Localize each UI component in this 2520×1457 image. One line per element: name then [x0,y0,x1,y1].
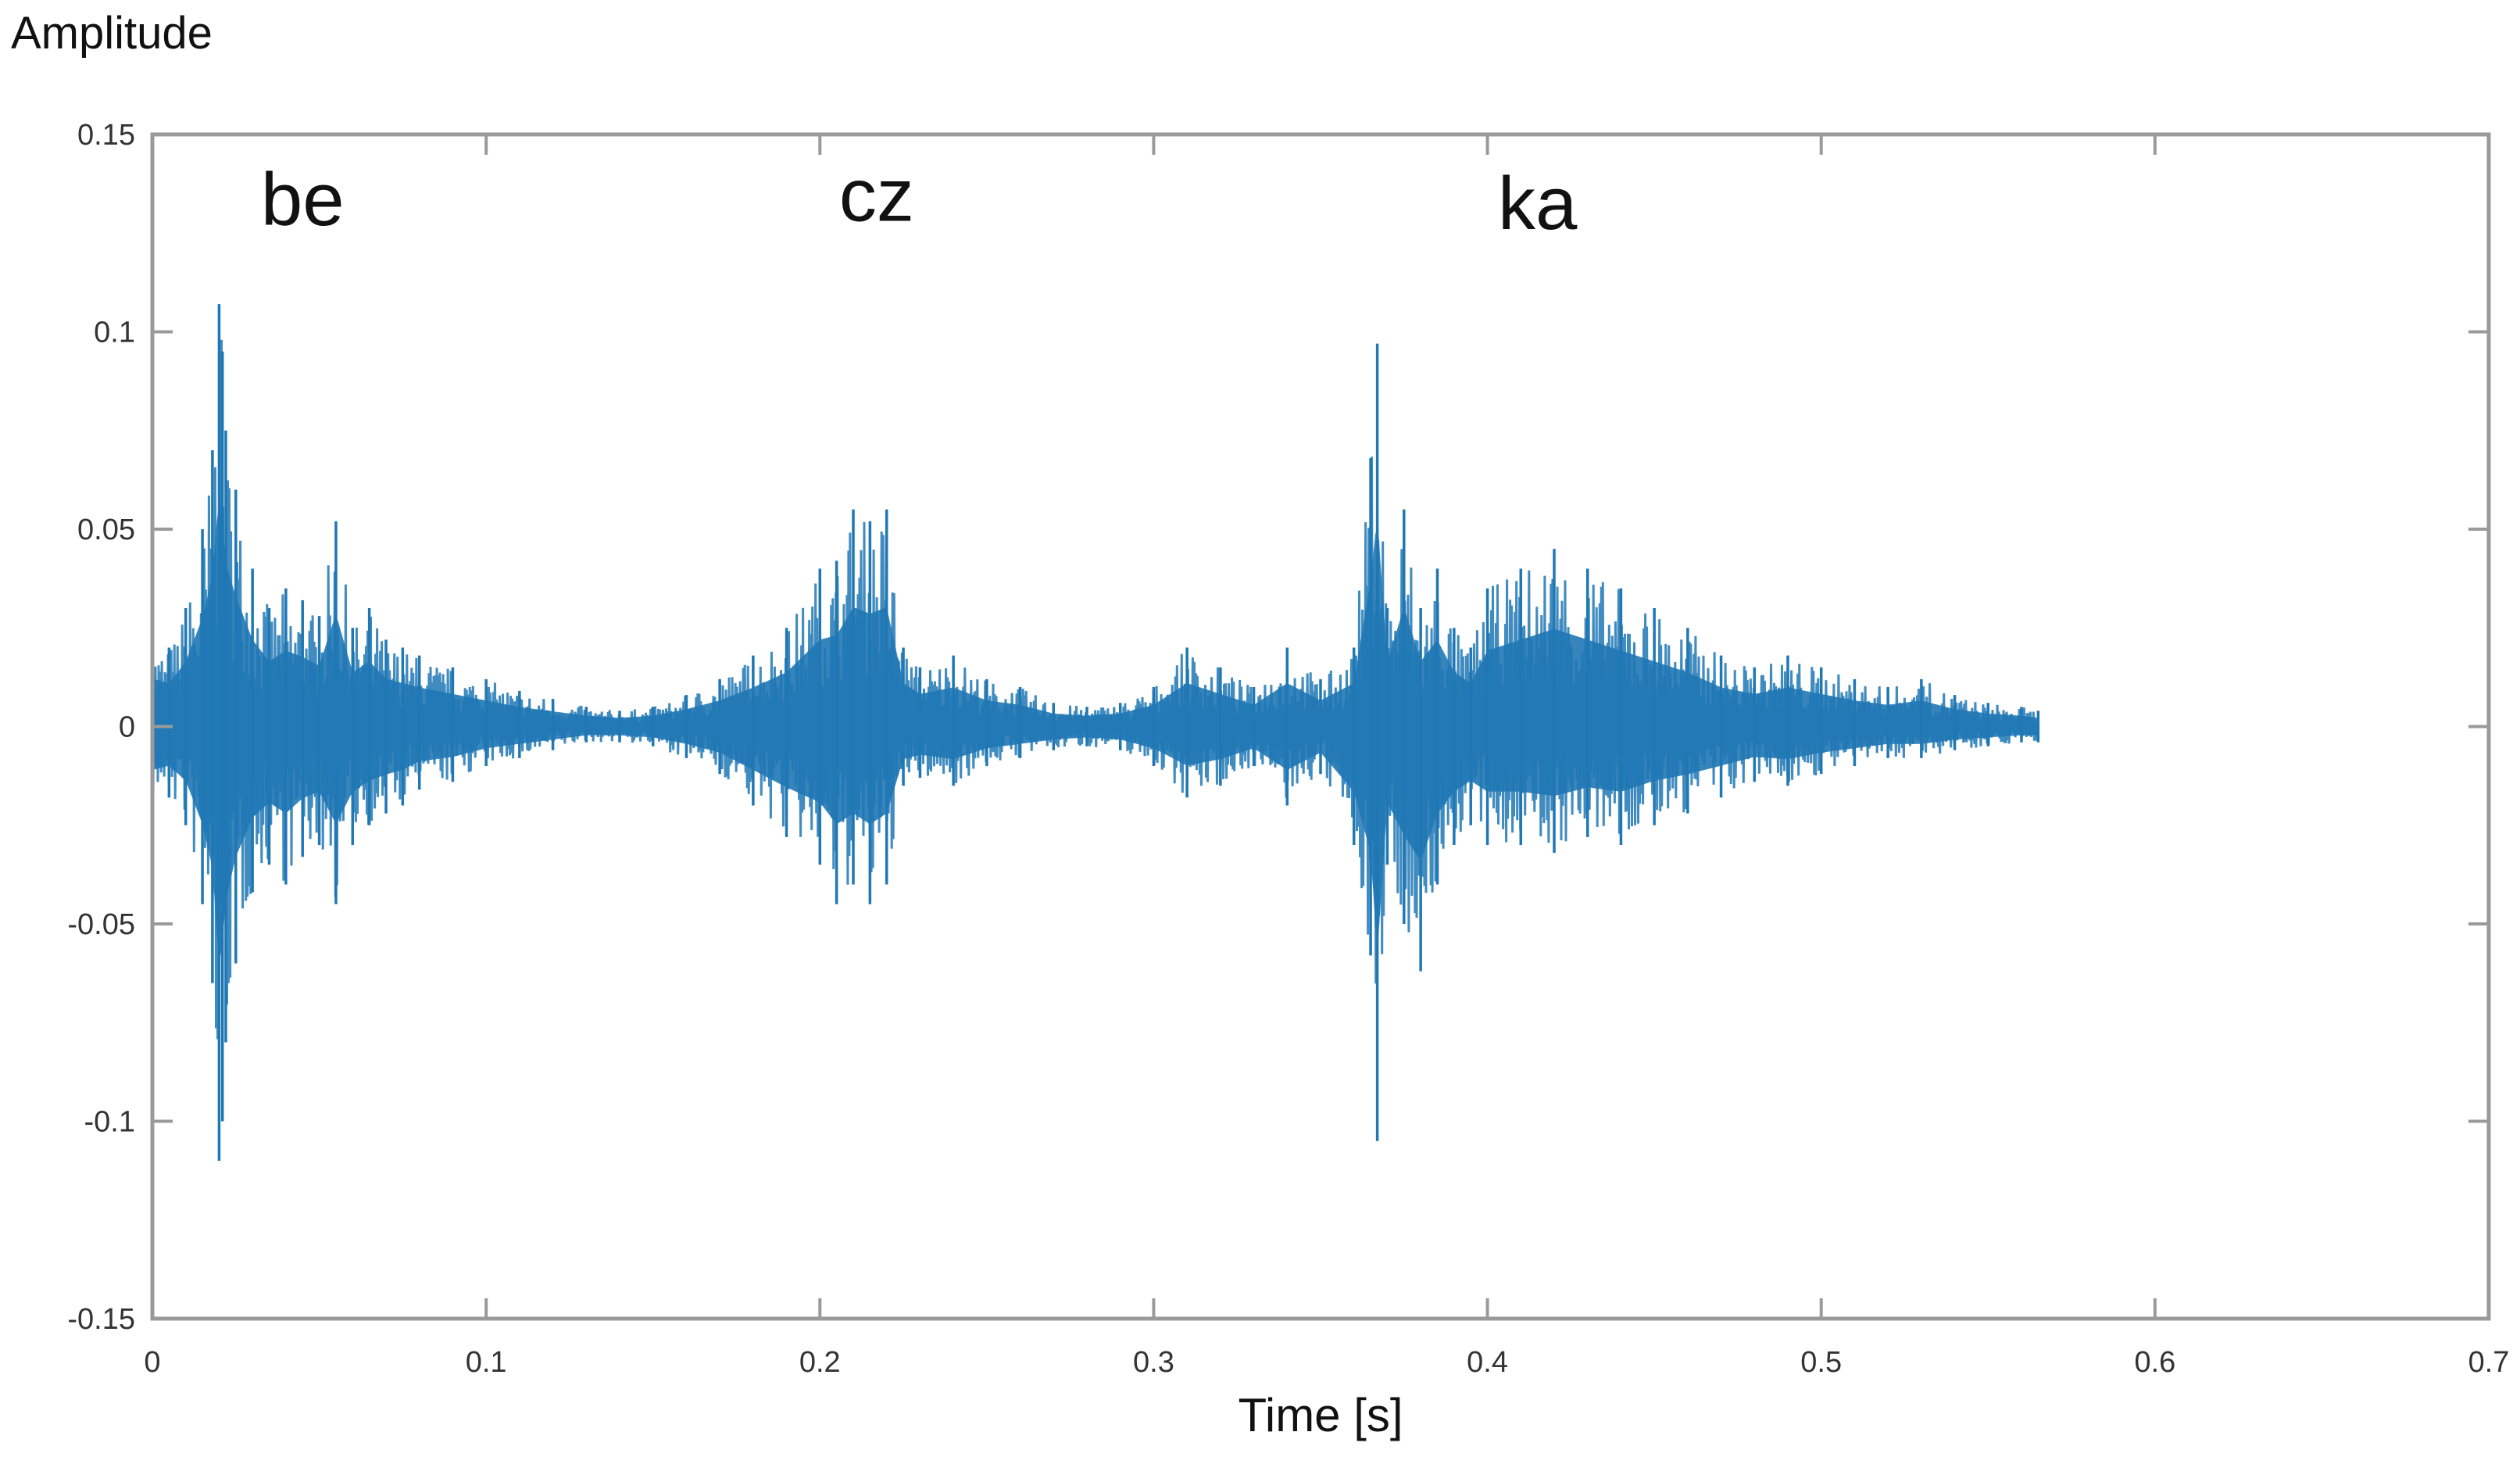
x-tick-label: 0 [144,1346,160,1379]
x-axis-label: Time [s] [1238,1389,1403,1441]
y-tick-label: 0 [119,711,135,744]
x-tick-label: 0.6 [2134,1346,2175,1379]
x-tick-label: 0.2 [799,1346,841,1379]
x-tick-label: 0.5 [1800,1346,1842,1379]
x-tick-label: 0.3 [1133,1346,1174,1379]
y-axis-label: Amplitude [11,8,213,59]
y-tick-label: 0.1 [94,317,135,349]
phoneme-label: cz [839,154,914,238]
waveform-series [151,304,2040,1161]
y-axis: 0.15 0.1 0.05 0 -0.05 -0.1 -0.15 [67,119,2489,1336]
phoneme-label: ka [1498,162,1578,245]
y-tick-label: 0.05 [77,514,135,546]
x-axis: 0 0.1 0.2 0.3 0.4 0.5 0.6 0.7 [144,134,2509,1379]
x-tick-label: 0.4 [1467,1346,1508,1379]
y-tick-label: -0.1 [84,1106,135,1139]
phoneme-label: be [261,158,345,242]
x-tick-label: 0.1 [466,1346,507,1379]
waveform-line [151,339,2039,1040]
phoneme-annotations: be cz ka [261,154,1578,245]
x-tick-label: 0.7 [2468,1346,2510,1379]
y-tick-label: -0.15 [67,1303,135,1336]
y-tick-label: 0.15 [77,119,135,152]
y-tick-label: -0.05 [67,908,135,941]
